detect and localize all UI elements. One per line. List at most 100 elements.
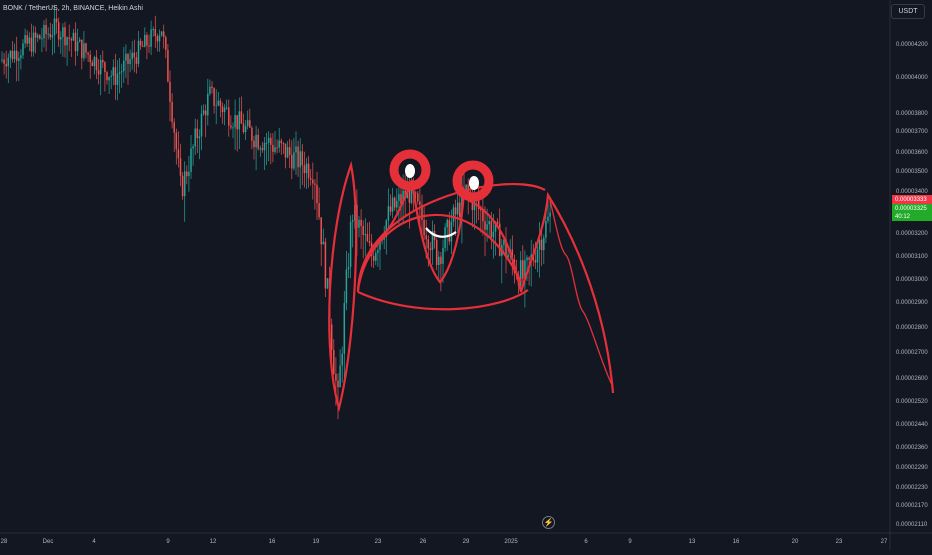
drawing-right-wing-inner[interactable] — [548, 195, 613, 386]
x-tick-label: 2025 — [504, 539, 518, 545]
candle-body — [496, 221, 499, 224]
x-tick-label: 12 — [210, 539, 217, 545]
candle-body — [76, 41, 79, 52]
candle-body — [465, 184, 467, 192]
y-tick-label: 0.00003100 — [896, 254, 928, 260]
drawing-smile[interactable] — [425, 227, 457, 238]
candle-body — [213, 88, 215, 106]
candle-body — [549, 212, 551, 217]
candle-body — [127, 53, 129, 64]
last-price-tag: 0.00003333 — [892, 195, 932, 204]
drawing-right-arm[interactable] — [467, 199, 523, 293]
candle-body — [242, 123, 245, 133]
drawing-layer[interactable] — [328, 149, 615, 413]
candle-body — [335, 373, 337, 381]
drawing-left-wing[interactable] — [328, 160, 358, 413]
currency-button[interactable]: USDT — [891, 4, 925, 19]
lightning-icon[interactable]: ⚡ — [542, 516, 555, 529]
candle-body — [543, 237, 545, 251]
y-tick-label: 0.00004000 — [896, 75, 928, 81]
candle-body — [93, 57, 96, 67]
candle-body — [36, 35, 39, 38]
candle-body — [246, 120, 249, 127]
candle-body — [192, 146, 194, 149]
candle-body — [146, 34, 148, 46]
candle-body — [446, 219, 448, 228]
candle-body — [160, 31, 163, 36]
candle-body — [272, 144, 274, 152]
candle-body — [534, 259, 537, 263]
candle-body — [196, 128, 199, 139]
candle-body — [55, 18, 58, 23]
candle-body — [225, 107, 228, 109]
candle-body — [99, 59, 102, 75]
drawing-body-dome[interactable] — [356, 183, 546, 311]
candle-body — [238, 111, 241, 130]
candle-body — [507, 254, 509, 258]
candle-body — [400, 194, 402, 205]
drawing-right-wing[interactable] — [519, 191, 615, 394]
candle-body — [209, 86, 211, 94]
candle-body — [286, 147, 289, 158]
candle-body — [43, 24, 45, 39]
candle-body — [318, 203, 320, 218]
candle-body — [492, 231, 495, 238]
candle-body — [391, 197, 394, 212]
candle-body — [87, 52, 89, 55]
candle-body — [249, 120, 251, 128]
y-tick-label: 0.00003600 — [896, 150, 928, 156]
candle-body — [270, 137, 272, 145]
candle-body — [89, 54, 91, 63]
drawing-body-arc[interactable] — [356, 213, 522, 291]
countdown-tag: 40:12 — [892, 212, 932, 221]
candle-body — [423, 219, 425, 236]
candle-body — [165, 36, 167, 50]
candle-body — [106, 72, 108, 81]
candle-body — [232, 127, 234, 129]
candle-body — [362, 225, 364, 235]
candle-body — [312, 179, 314, 184]
drawing-right-eye-ring[interactable] — [452, 160, 494, 202]
candle-body — [442, 247, 444, 264]
candle-body — [152, 29, 154, 31]
candle-body — [158, 35, 161, 42]
drawing-left-eye-ring[interactable] — [389, 149, 431, 191]
candle-body — [261, 148, 264, 151]
candle-body — [284, 143, 287, 158]
candle-body — [200, 113, 203, 137]
candle-body — [211, 86, 213, 89]
candle-body — [276, 147, 278, 149]
candle-body — [314, 183, 316, 185]
candle-body — [410, 182, 413, 203]
candle-body — [482, 210, 484, 222]
candle-body — [39, 35, 41, 39]
candle-body — [7, 57, 10, 67]
y-tick-label: 0.00003800 — [896, 111, 928, 117]
candle-body — [139, 40, 142, 46]
candle-body — [490, 221, 493, 238]
candle-body — [95, 57, 98, 71]
candle-body — [116, 73, 119, 85]
candle-body — [519, 260, 522, 286]
y-tick-label: 0.00002520 — [896, 399, 928, 405]
candle-body — [228, 107, 230, 126]
y-tick-label: 0.00002230 — [896, 485, 928, 491]
candle-body — [240, 111, 243, 124]
candle-body — [450, 221, 453, 242]
candle-body — [431, 230, 434, 250]
candle-body — [345, 269, 348, 304]
candle-body — [351, 220, 354, 222]
y-tick-label: 0.00003500 — [896, 169, 928, 175]
candle-body — [486, 224, 488, 230]
symbol-label[interactable]: BONK / TetherUS, 2h, BINANCE, Heikin Ash… — [3, 5, 143, 12]
candle-body — [78, 39, 81, 42]
candle-body — [177, 149, 180, 159]
candle-body — [41, 38, 43, 40]
candle-body — [51, 35, 54, 38]
candle-body — [547, 216, 549, 222]
candle-body — [148, 45, 150, 47]
candle-body — [467, 184, 469, 192]
